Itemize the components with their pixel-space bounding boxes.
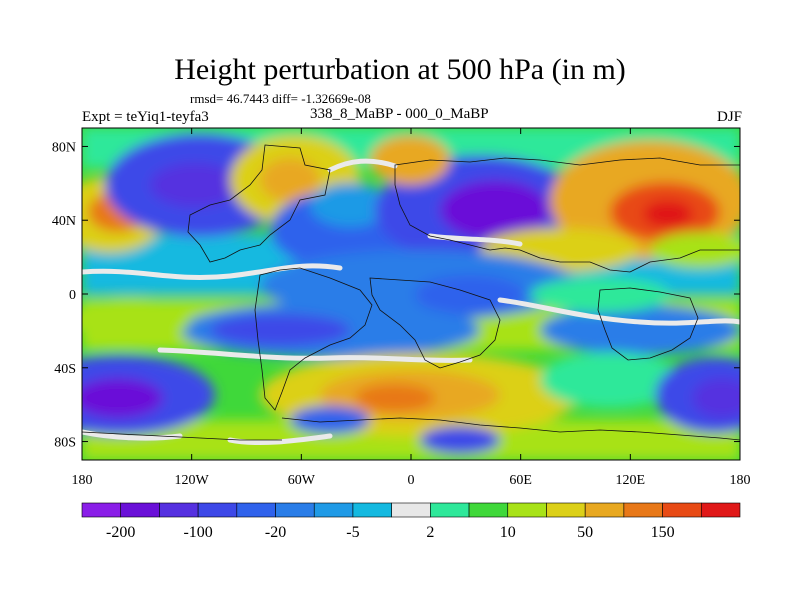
lon-tick-label: 60E — [509, 473, 532, 488]
colorbar — [81, 502, 741, 518]
lon-tick-label: 120E — [616, 473, 646, 488]
lat-tick-label: 80N — [52, 140, 76, 155]
colorbar-label: 150 — [651, 524, 675, 541]
lon-tick-label: 60W — [288, 473, 316, 488]
colorbar-swatch — [507, 502, 547, 518]
axis-ticks — [81, 128, 741, 460]
coastlines — [82, 144, 740, 441]
colorbar-swatch — [159, 502, 199, 518]
lat-tick-label: 40N — [52, 214, 76, 229]
colorbar-swatch — [120, 502, 160, 518]
colorbar-swatch — [313, 502, 354, 518]
colorbar-swatch — [584, 502, 625, 518]
colorbar-swatch — [81, 502, 122, 518]
colorbar-swatch — [275, 502, 315, 518]
colorbar-label: 10 — [500, 524, 516, 541]
figure-title: Height perturbation at 500 hPa (in m) — [174, 53, 626, 86]
lat-tick-label: 40S — [54, 362, 76, 377]
colorbar-swatch — [352, 502, 392, 518]
colorbar-swatch — [546, 502, 586, 518]
colorbar-swatch — [391, 502, 431, 518]
lon-tick-label: 120W — [175, 473, 210, 488]
contour-field — [82, 128, 740, 460]
colorbar-swatch — [468, 502, 509, 518]
colorbar-label: 50 — [577, 524, 593, 541]
zero-contour — [82, 158, 740, 446]
colorbar-label: -5 — [346, 524, 359, 541]
colorbar-swatch — [700, 502, 741, 518]
colorbar-swatch — [430, 502, 470, 518]
colorbar-swatch — [236, 502, 276, 518]
season-label: DJF — [716, 109, 742, 125]
colorbar-swatch — [197, 502, 238, 518]
lon-tick-label: 180 — [730, 473, 751, 488]
colorbar-label: -100 — [183, 524, 212, 541]
lat-tick-label: 0 — [69, 288, 76, 303]
colorbar-label: 2 — [426, 524, 434, 541]
colorbar-label: -20 — [265, 524, 286, 541]
lon-tick-label: 180 — [72, 473, 93, 488]
period-label: 338_8_MaBP - 000_0_MaBP — [310, 106, 489, 122]
experiment-label: Expt = teYiq1-teyfa3 — [82, 109, 209, 125]
colorbar-swatch — [623, 502, 663, 518]
statistics-label: rmsd= 46.7443 diff= -1.32669e-08 — [190, 91, 371, 106]
lat-tick-label: 80S — [54, 436, 76, 451]
colorbar-label: -200 — [106, 524, 135, 541]
colorbar-swatch — [662, 502, 702, 518]
lon-tick-label: 0 — [408, 473, 415, 488]
